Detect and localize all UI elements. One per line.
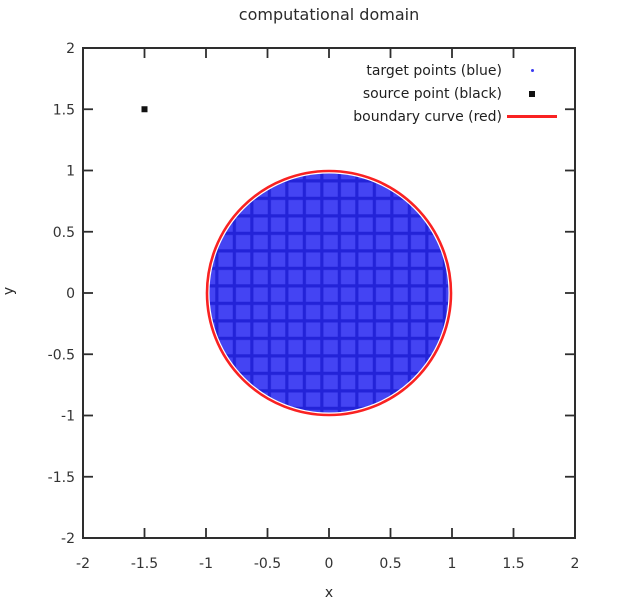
x-tick-labels: -2 -1.5 -1 -0.5 0 0.5 1 1.5 2 — [76, 556, 579, 572]
legend-label-target-points: target points (blue) — [366, 62, 502, 79]
legend-label-source-point: source point (black) — [362, 85, 502, 102]
target-points-disk — [209, 173, 449, 413]
legend-marker-zone — [507, 90, 557, 97]
svg-text:-2: -2 — [61, 531, 75, 547]
y-tick-labels: -2 -1.5 -1 -0.5 0 0.5 1 1.5 2 — [48, 41, 75, 547]
svg-text:-1.5: -1.5 — [48, 470, 75, 486]
legend-entry-target-points: target points (blue) — [353, 59, 557, 82]
black-square-marker-icon — [529, 90, 535, 97]
chart-title: computational domain — [238, 5, 420, 24]
svg-text:0: 0 — [66, 286, 75, 302]
svg-text:2: 2 — [66, 41, 75, 57]
x-axis-label: x — [324, 585, 334, 601]
legend-marker-zone — [507, 115, 557, 118]
svg-text:0.5: 0.5 — [53, 225, 75, 241]
svg-text:-0.5: -0.5 — [48, 347, 75, 363]
svg-text:-0.5: -0.5 — [254, 556, 281, 572]
svg-text:-1.5: -1.5 — [131, 556, 158, 572]
source-point — [141, 106, 148, 113]
svg-text:0.5: 0.5 — [379, 556, 401, 572]
boundary-curve — [205, 169, 453, 417]
svg-text:1.5: 1.5 — [502, 556, 524, 572]
red-line-marker-icon — [507, 115, 557, 118]
legend-entry-boundary-curve: boundary curve (red) — [353, 105, 557, 128]
legend-entry-source-point: source point (black) — [353, 82, 557, 105]
legend: target points (blue) source point (black… — [353, 59, 557, 128]
y-axis-label: y — [1, 286, 18, 296]
svg-text:-1: -1 — [61, 409, 75, 425]
svg-text:0: 0 — [325, 556, 334, 572]
svg-text:2: 2 — [571, 556, 580, 572]
svg-text:1.5: 1.5 — [53, 102, 75, 118]
svg-text:1: 1 — [448, 556, 457, 572]
axis-ticks — [82, 47, 576, 539]
svg-text:1: 1 — [66, 164, 75, 180]
svg-text:-2: -2 — [76, 556, 90, 572]
legend-marker-zone — [507, 69, 557, 72]
legend-label-boundary-curve: boundary curve (red) — [353, 108, 502, 125]
svg-text:-1: -1 — [199, 556, 213, 572]
blue-dot-marker-icon — [530, 69, 534, 72]
